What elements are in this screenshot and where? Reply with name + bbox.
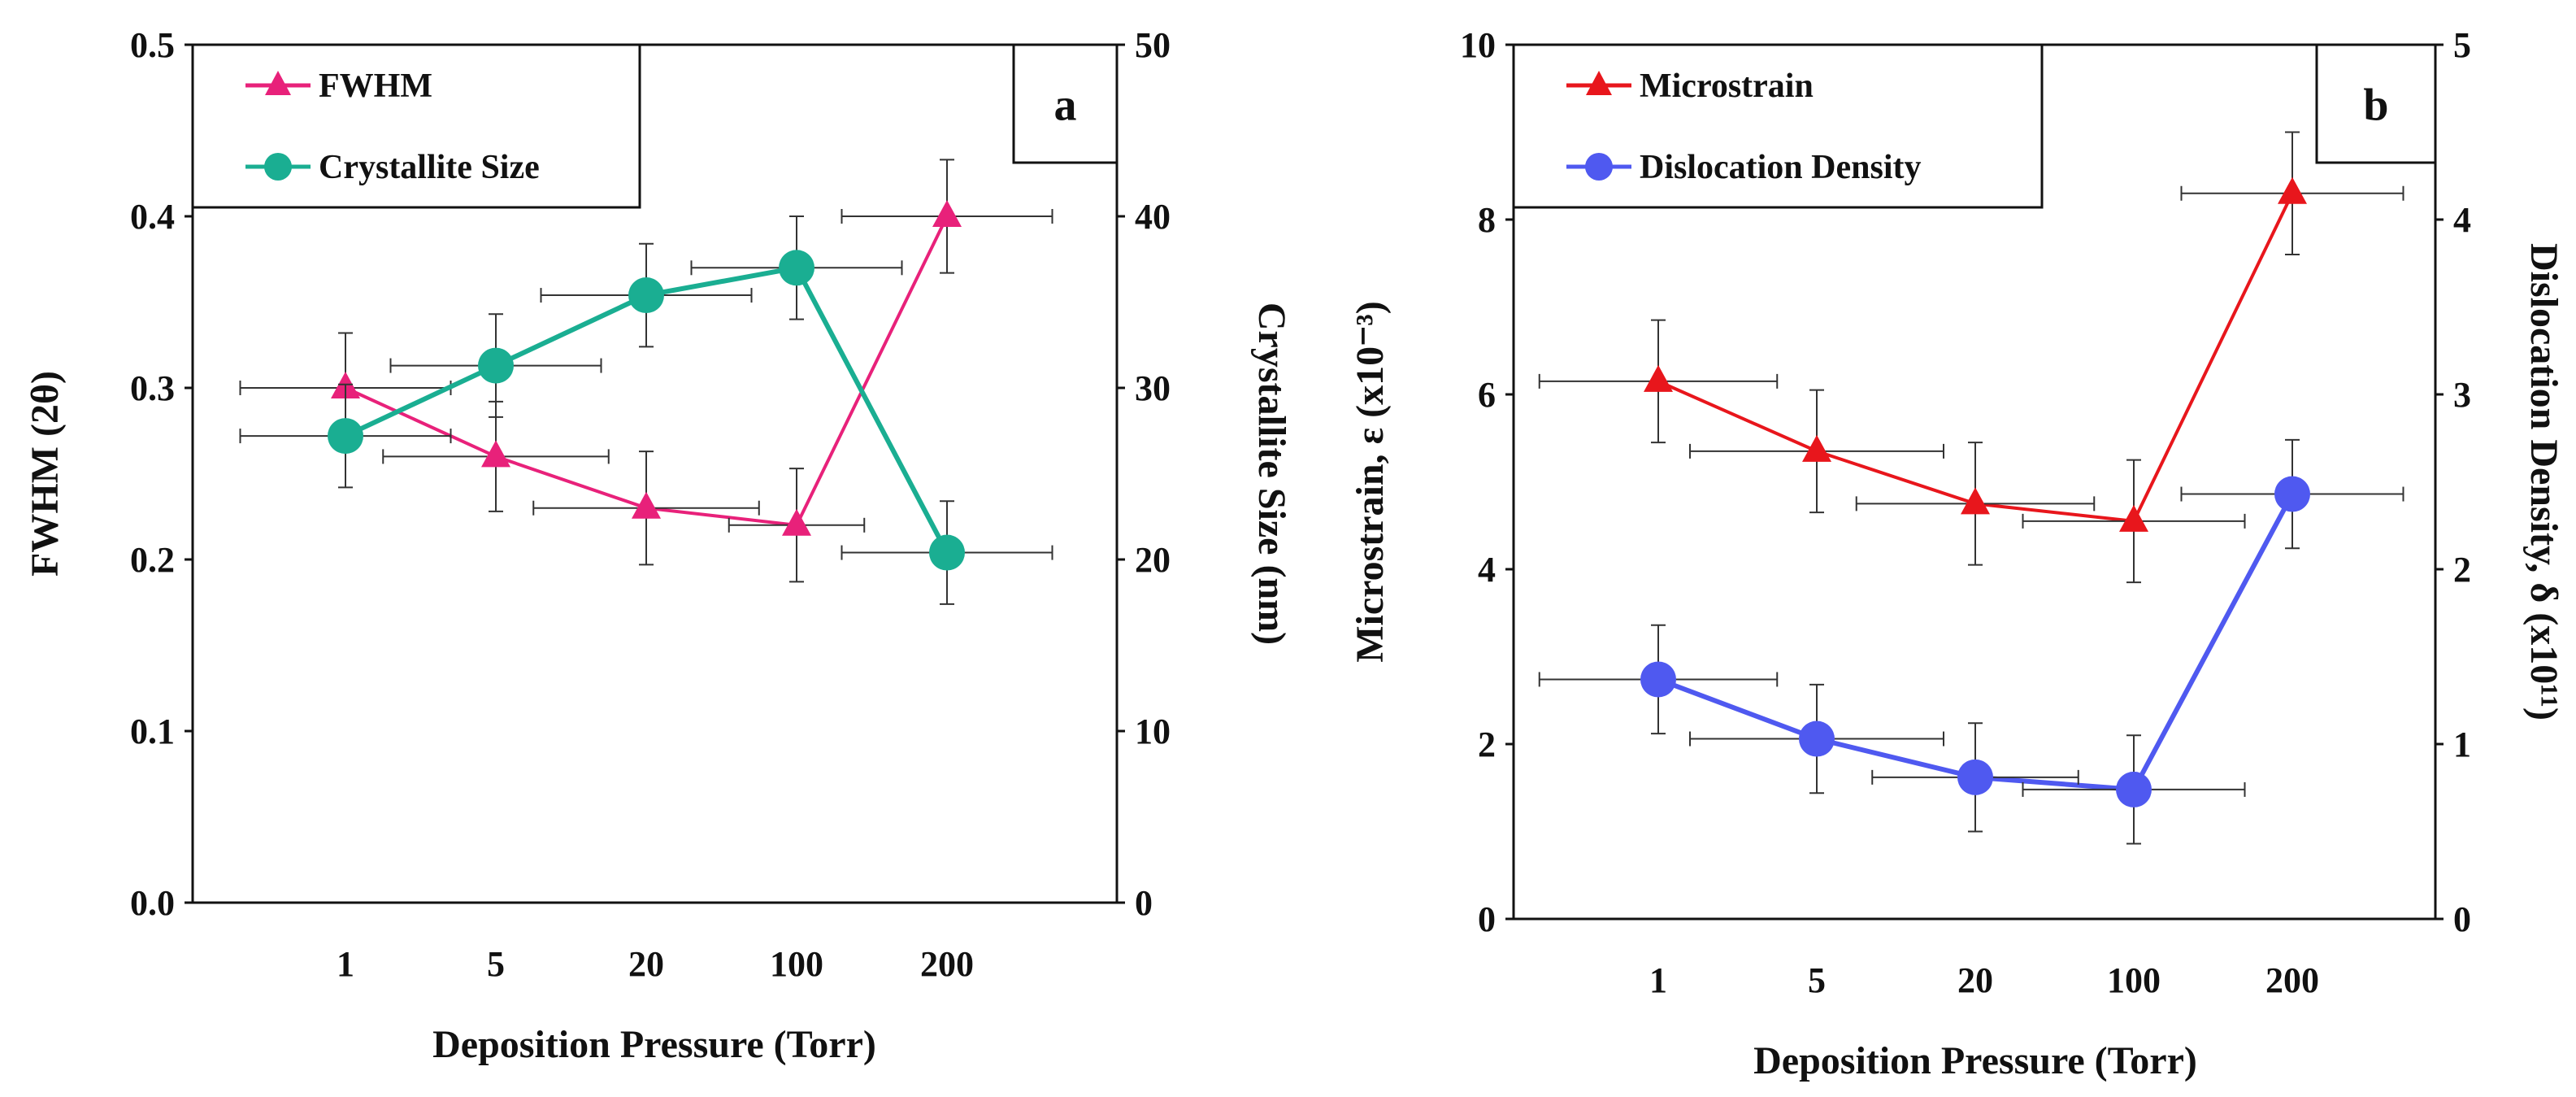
x-tick-label: 5	[487, 944, 505, 984]
data-point-triangle	[2278, 176, 2307, 204]
left-tick-label: 0.0	[130, 883, 175, 923]
left-tick-label: 4	[1478, 550, 1496, 590]
right-tick-label: 0	[2453, 899, 2471, 939]
series-dislocation-density	[1538, 438, 2404, 845]
series-fwhm	[239, 159, 1053, 583]
data-point-circle	[328, 418, 363, 455]
left-tick-label: 2	[1478, 725, 1496, 764]
x-tick-label: 100	[2107, 960, 2161, 1000]
panel-label-box	[2315, 43, 2437, 164]
data-point-circle	[2274, 476, 2310, 512]
data-point-circle	[628, 277, 664, 314]
right-tick-label: 4	[2453, 200, 2471, 240]
legend-label: Microstrain	[1640, 67, 1814, 105]
legend-marker-triangle	[265, 71, 291, 95]
x-tick-label: 1	[1649, 960, 1667, 1000]
left-tick-label: 0	[1478, 899, 1496, 939]
right-tick-label: 40	[1135, 197, 1171, 237]
data-point-circle	[779, 250, 815, 286]
x-axis-label: Deposition Pressure (Torr)	[1753, 1039, 2197, 1082]
right-tick-label: 0	[1135, 883, 1153, 923]
series-microstrain	[1538, 131, 2404, 584]
right-tick-label: 2	[2453, 550, 2471, 590]
left-tick-label: 0.4	[130, 197, 175, 237]
right-tick-label: 20	[1135, 540, 1171, 580]
data-point-triangle	[1802, 434, 1831, 462]
data-point-circle	[2116, 771, 2152, 808]
data-point-triangle	[2119, 504, 2148, 532]
right-tick-label: 1	[2453, 725, 2471, 764]
data-point-triangle	[1644, 364, 1673, 392]
right-tick-label: 30	[1135, 368, 1171, 408]
data-point-triangle	[632, 491, 661, 519]
x-tick-label: 20	[1957, 960, 1993, 1000]
x-tick-label: 1	[337, 944, 354, 984]
right-tick-label: 3	[2453, 375, 2471, 415]
legend-marker-circle	[264, 153, 292, 181]
plot-frame	[191, 43, 1119, 904]
series-crystallite-size	[239, 215, 1053, 605]
right-tick-label: 50	[1135, 25, 1171, 65]
panel-label-box	[1012, 43, 1119, 164]
right-y-axis-label: Dislocation Density, δ (x10¹¹)	[2522, 243, 2565, 720]
data-point-triangle	[481, 440, 510, 468]
legend-box	[191, 43, 641, 209]
legend-label: FWHM	[319, 67, 432, 105]
data-point-circle	[929, 534, 965, 571]
left-y-axis-label: Microstrain, ε (x10⁻³)	[1349, 301, 1392, 663]
data-point-circle	[1799, 720, 1835, 757]
data-point-circle	[1957, 759, 1993, 795]
x-tick-label: 100	[770, 944, 823, 984]
legend-label: Crystallite Size	[319, 149, 540, 186]
left-tick-label: 0.1	[130, 712, 175, 751]
x-tick-label: 20	[628, 944, 664, 984]
left-tick-label: 0.2	[130, 540, 175, 580]
legend-label: Dislocation Density	[1640, 149, 1922, 186]
data-point-triangle	[782, 508, 811, 536]
left-tick-label: 0.5	[130, 25, 175, 65]
left-tick-label: 8	[1478, 200, 1496, 240]
left-y-axis-label: FWHM (2θ)	[24, 371, 67, 577]
x-tick-label: 200	[920, 944, 974, 984]
legend-marker-circle	[1585, 153, 1613, 181]
panel-label: a	[1054, 81, 1077, 131]
data-point-triangle	[932, 200, 962, 227]
right-tick-label: 5	[2453, 25, 2471, 65]
legend-marker-triangle	[1586, 71, 1612, 95]
left-tick-label: 6	[1478, 375, 1496, 415]
chart-panel-a: 0.0 0.1 0.2 0.3 0.4 0.5 0 10 20 30 40 50 1 5 20 100 200 D…	[24, 25, 1293, 1066]
x-axis-label: Deposition Pressure (Torr)	[432, 1023, 876, 1066]
data-point-circle	[1640, 661, 1676, 698]
panel-label: b	[2363, 81, 2388, 131]
data-point-triangle	[1961, 487, 1990, 515]
left-tick-label: 10	[1460, 25, 1496, 65]
right-tick-label: 10	[1135, 712, 1171, 751]
right-y-axis-label: Crystallite Size (nm)	[1250, 303, 1293, 645]
left-tick-label: 0.3	[130, 368, 175, 408]
x-tick-label: 5	[1808, 960, 1826, 1000]
x-tick-label: 200	[2265, 960, 2319, 1000]
data-point-circle	[478, 347, 514, 384]
